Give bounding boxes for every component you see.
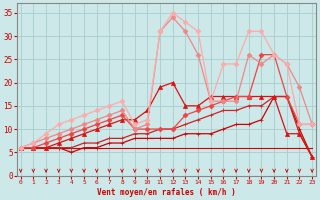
X-axis label: Vent moyen/en rafales ( km/h ): Vent moyen/en rafales ( km/h ) (97, 188, 236, 197)
